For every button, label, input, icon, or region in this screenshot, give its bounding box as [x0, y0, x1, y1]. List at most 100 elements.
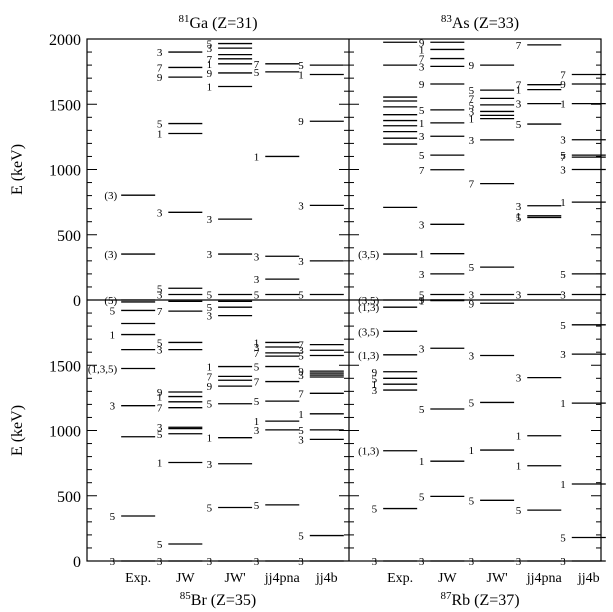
level-spin-label: 5: [298, 60, 304, 72]
y-axis-title: E (keV): [9, 144, 26, 195]
column-labels: Exp. JW JW' jj4pna jj4b Exp. JW JW' jj4pna jj4b: [125, 571, 600, 586]
column-label: JW: [438, 571, 457, 586]
level-spin-label: 3: [419, 269, 425, 281]
level-spin-label: 1: [560, 479, 566, 491]
level-spin-label: 1: [298, 409, 304, 421]
y-tick-label: 1500: [49, 97, 81, 114]
level-spin-label: 7: [254, 59, 260, 71]
level-spin-label: 7: [560, 152, 566, 164]
level-spin-label: 1: [516, 431, 522, 443]
column-label: JW': [225, 571, 246, 586]
level-spin-label: 5: [560, 150, 566, 162]
level-spin-label: 7: [419, 165, 425, 177]
level-spin-label: 5: [469, 262, 475, 274]
y-tick-label: 1000: [49, 163, 81, 180]
level-spin-label: 5: [207, 399, 213, 411]
level-spin-label: 5: [469, 100, 475, 112]
panel-title: 87Rb (Z=37): [440, 590, 519, 609]
level-spin-label: (1,3,5): [88, 364, 118, 376]
column-label: jj4pna: [526, 571, 563, 586]
level-spin-label: 5: [207, 302, 213, 314]
level-spin-label: 3: [298, 200, 304, 212]
level-spin-label: 3: [516, 99, 522, 111]
level-spin-label: 5: [298, 425, 304, 437]
level-spin-label: 7: [207, 54, 213, 66]
level-spin-label: 5: [469, 397, 475, 409]
y-tick-label: 500: [57, 228, 81, 245]
mass-number: 85: [180, 590, 192, 602]
y-tick-label: 1000: [49, 424, 81, 441]
level-spin-label: 5: [419, 290, 425, 302]
level-spin-label: 3: [254, 556, 260, 568]
level-spin-label: 5: [560, 320, 566, 332]
level-spin-label: 9: [298, 366, 304, 378]
level-spin-label: 3: [157, 556, 163, 568]
level-spin-label: 7: [254, 377, 260, 389]
level-spin-label: 5: [419, 491, 425, 503]
panel-titles: 81Ga (Z=31) 83As (Z=33) 85Br (Z=35) 87Rb (Z…: [178, 13, 519, 609]
panel-title-text: Rb (Z=37): [451, 592, 519, 609]
level-spin-label: 5: [516, 119, 522, 131]
level-spin-label: 9: [207, 381, 213, 393]
panel-title: 83As (Z=33): [441, 13, 519, 32]
level-spin-label: 5: [157, 539, 163, 551]
level-spin-label: 3: [254, 342, 260, 354]
level-spin-label: 1: [372, 379, 378, 391]
level-spin-label: 1: [516, 461, 522, 473]
column-label: jj4pna: [264, 571, 301, 586]
level-spin-label: 9: [560, 79, 566, 91]
level-spin-label: 5: [469, 495, 475, 507]
level-spin-label: 9: [372, 367, 378, 379]
level-spin-label: 5: [254, 67, 260, 79]
level-spin-label: 7: [254, 348, 260, 360]
level-spin-label: 3: [469, 290, 475, 302]
level-spin-label: (3,5): [358, 295, 379, 307]
level-spin-label: 5: [157, 429, 163, 441]
level-spin-label: 3: [207, 214, 213, 226]
level-spin-label: 3: [207, 311, 213, 323]
level-spin-label: 3: [157, 207, 163, 219]
level-spin-label: 5: [207, 39, 213, 51]
level-spin-label: 1: [254, 337, 260, 349]
level-spin-label: 3: [157, 290, 163, 302]
level-spin-label: 3: [419, 343, 425, 355]
level-spin-label: 9: [419, 79, 425, 91]
level-spin-label: 1: [516, 211, 522, 223]
level-spin-label: 1: [419, 44, 425, 56]
level-spin-label: 1: [560, 197, 566, 209]
level-spin-label: 3: [469, 556, 475, 568]
level-spin-label: 1: [157, 457, 163, 469]
level-spin-label: 5: [110, 511, 116, 523]
level-spin-label: 3: [516, 290, 522, 302]
level-spin-label: 3: [516, 373, 522, 385]
level-spin-label: 1: [469, 114, 475, 126]
level-spin-label: 7: [157, 403, 163, 415]
y-tick-label: 1500: [49, 358, 81, 375]
level-spin-label: 3: [254, 274, 260, 286]
level-spin-label: (3,5): [358, 326, 379, 338]
level-spin-label: (1,3): [358, 446, 379, 458]
level-spin-label: 3: [419, 219, 425, 231]
level-spin-label: 1: [207, 59, 213, 71]
level-spin-label: (3): [104, 249, 117, 261]
level-spin-label: 1: [469, 445, 475, 457]
level-spin-label: 3: [516, 556, 522, 568]
level-spin-label: 3: [560, 556, 566, 568]
y-tick-label: 0: [73, 554, 81, 571]
level-spin-label: 1: [207, 82, 213, 94]
level-spin-label: 3: [372, 556, 378, 568]
column-label: Exp.: [387, 571, 413, 586]
level-spin-label: 3: [560, 349, 566, 361]
level-spin-label: 9: [469, 298, 475, 310]
column-label: jj4b: [315, 571, 338, 586]
level-spin-label: (5): [104, 295, 117, 307]
level-spin-label: 3: [469, 106, 475, 118]
level-spin-label: 7: [157, 62, 163, 74]
level-spin-label: 7: [469, 179, 475, 191]
level-spin-label: 1: [254, 151, 260, 163]
level-spin-label: (1,3): [358, 302, 379, 314]
level-spin-label: 3: [298, 256, 304, 268]
level-spin-label: 5: [516, 505, 522, 517]
level-spin-label: 3: [254, 425, 260, 437]
level-spin-label: 5: [560, 533, 566, 545]
